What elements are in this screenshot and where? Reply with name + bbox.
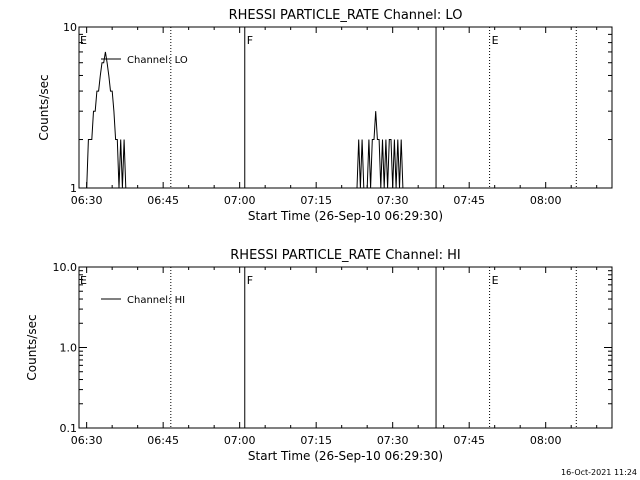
event-marker-label: F: [247, 274, 253, 287]
x-tick-label: 07:00: [224, 434, 256, 447]
x-tick-label: 07:45: [453, 194, 485, 207]
x-axis-label: Start Time (26-Sep-10 06:29:30): [248, 449, 443, 463]
chart-title: RHESSI PARTICLE_RATE Channel: HI: [230, 248, 460, 263]
x-tick-label: 08:00: [530, 194, 562, 207]
corner-marker-label: E: [80, 274, 87, 287]
series-line: [356, 111, 404, 189]
x-tick-label: 07:30: [377, 194, 409, 207]
x-tick-label: 08:00: [530, 434, 562, 447]
y-axis-label: Counts/sec: [37, 74, 51, 140]
chart-title: RHESSI PARTICLE_RATE Channel: LO: [229, 8, 463, 23]
legend-label: Channel: HI: [127, 295, 185, 306]
y-tick-label: 1: [70, 182, 77, 195]
y-tick-label: 1.0: [60, 342, 78, 355]
y-tick-label: 10: [63, 21, 77, 34]
event-marker-label: E: [492, 34, 499, 47]
x-axis-label: Start Time (26-Sep-10 06:29:30): [248, 209, 443, 223]
series-line: [86, 51, 127, 189]
x-tick-label: 06:45: [147, 194, 179, 207]
x-tick-label: 07:00: [224, 194, 256, 207]
x-tick-label: 07:15: [300, 194, 332, 207]
timestamp: 16-Oct-2021 11:24: [561, 468, 637, 477]
y-tick-label: 0.1: [60, 422, 78, 435]
corner-marker-label: E: [80, 34, 87, 47]
chart-panel-2: RHESSI PARTICLE_RATE Channel: HI Start Ti…: [25, 248, 613, 463]
x-tick-label: 06:45: [147, 434, 179, 447]
legend-label: Channel: LO: [127, 55, 188, 66]
x-tick-label: 07:45: [453, 434, 485, 447]
chart-panels: RHESSI PARTICLE_RATE Channel: LO Start Ti…: [25, 8, 613, 463]
x-tick-label: 06:30: [71, 434, 103, 447]
y-tick-label: 10.0: [53, 261, 78, 274]
x-tick-label: 06:30: [71, 194, 103, 207]
x-tick-label: 07:15: [300, 434, 332, 447]
y-axis-label: Counts/sec: [25, 314, 39, 380]
chart-panel-1: RHESSI PARTICLE_RATE Channel: LO Start Ti…: [37, 8, 613, 223]
event-marker-label: F: [247, 34, 253, 47]
x-tick-label: 07:30: [377, 434, 409, 447]
event-marker-label: E: [492, 274, 499, 287]
plot-frame: [78, 26, 613, 189]
